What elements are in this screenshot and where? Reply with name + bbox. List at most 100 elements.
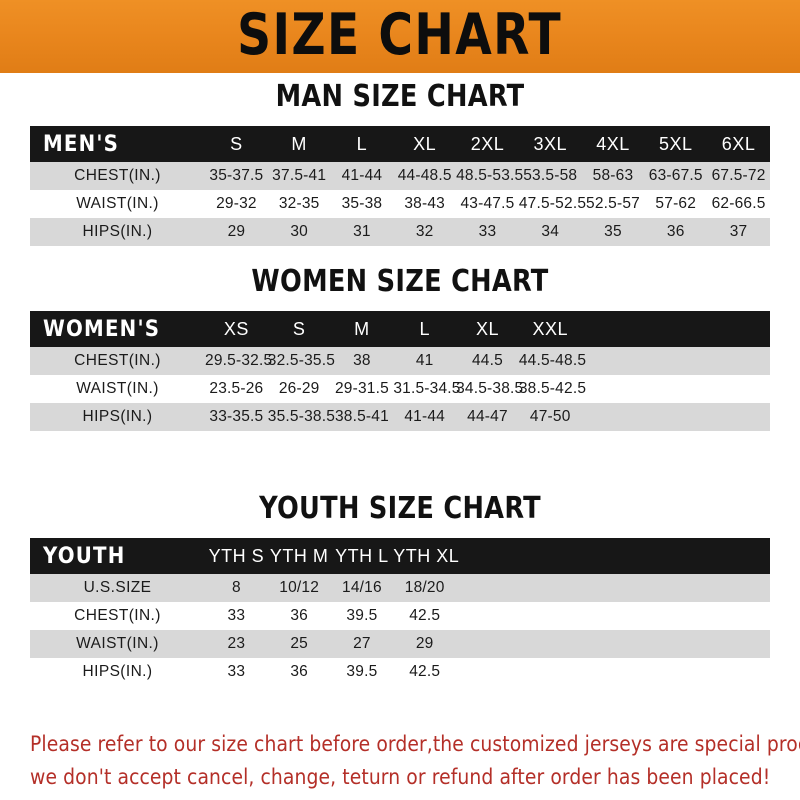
men-measurement-cell: 53.5-58 bbox=[518, 162, 582, 190]
youth-measurement-cell: 25 bbox=[267, 630, 331, 658]
men-size-header-cell: L bbox=[330, 126, 394, 162]
women-section-title: WOMEN SIZE CHART bbox=[251, 264, 549, 299]
women-measurement-cell: 41-44 bbox=[393, 403, 457, 431]
women-table-row: HIPS(IN.) 33-35.5 35.5-38.5 38.5-41 41-44 44-… bbox=[30, 403, 770, 431]
youth-table-header-label: YOUTH bbox=[30, 538, 205, 574]
women-measurement-cell: 38.5-41 bbox=[330, 403, 394, 431]
women-size-header-cell: L bbox=[393, 311, 457, 347]
youth-row-label: HIPS(IN.) bbox=[30, 658, 205, 686]
men-measurement-cell: 32 bbox=[393, 218, 457, 246]
youth-measurement-cell: 39.5 bbox=[330, 658, 394, 686]
youth-measurement-cell: 33 bbox=[205, 658, 268, 686]
women-table-header-label: WOMEN'S bbox=[30, 311, 206, 347]
youth-table-row: WAIST(IN.) 23 25 27 29 bbox=[30, 630, 770, 658]
order-policy-note-line-2: we don't accept cancel, change, teturn o… bbox=[30, 765, 771, 790]
youth-measurement-cell: 8 bbox=[205, 574, 268, 602]
youth-row-filler-cell bbox=[456, 574, 770, 602]
youth-measurement-cell: 39.5 bbox=[330, 602, 394, 630]
men-size-header-cell: XL bbox=[393, 126, 457, 162]
women-row-label: CHEST(IN.) bbox=[30, 347, 206, 375]
youth-table-row: HIPS(IN.) 33 36 39.5 42.5 bbox=[30, 658, 770, 686]
women-size-header-cell: XXL bbox=[518, 311, 582, 347]
youth-table-header-row: YOUTH YTH S YTH M YTH L YTH XL bbox=[30, 538, 770, 574]
women-size-header-cell: XL bbox=[456, 311, 519, 347]
men-table-row: HIPS(IN.) 29 30 31 32 33 34 35 36 37 bbox=[30, 218, 770, 246]
men-table-row: WAIST(IN.) 29-32 32-35 35-38 38-43 43-47.5 47.… bbox=[30, 190, 770, 218]
women-measurement-cell: 44-47 bbox=[456, 403, 519, 431]
men-size-header-cell: 3XL bbox=[518, 126, 582, 162]
youth-row-filler-cell bbox=[456, 630, 770, 658]
men-section-title: MAN SIZE CHART bbox=[275, 79, 525, 114]
youth-section-title: YOUTH SIZE CHART bbox=[259, 491, 541, 526]
women-size-header-cell: S bbox=[267, 311, 331, 347]
women-measurement-cell: 35.5-38.5 bbox=[267, 403, 335, 431]
youth-measurement-cell: 27 bbox=[330, 630, 394, 658]
men-measurement-cell: 34 bbox=[518, 218, 582, 246]
men-measurement-cell: 43-47.5 bbox=[456, 190, 519, 218]
women-measurement-cell: 26-29 bbox=[267, 375, 331, 403]
youth-size-header-cell: YTH S bbox=[205, 538, 268, 574]
order-policy-note: Please refer to our size chart before or… bbox=[30, 728, 800, 794]
youth-row-label: WAIST(IN.) bbox=[30, 630, 205, 658]
men-measurement-cell: 47.5-52.5 bbox=[518, 190, 586, 218]
youth-row-filler-cell bbox=[456, 658, 770, 686]
women-measurement-cell: 23.5-26 bbox=[205, 375, 268, 403]
youth-measurement-cell: 33 bbox=[205, 602, 268, 630]
youth-measurement-cell: 29 bbox=[393, 630, 457, 658]
women-measurement-cell: 33-35.5 bbox=[205, 403, 268, 431]
men-row-label: HIPS(IN.) bbox=[30, 218, 206, 246]
men-measurement-cell: 58-63 bbox=[581, 162, 645, 190]
women-row-label: HIPS(IN.) bbox=[30, 403, 206, 431]
men-table-row: CHEST(IN.) 35-37.5 37.5-41 41-44 44-48.5 48.5… bbox=[30, 162, 770, 190]
men-measurement-cell: 37 bbox=[707, 218, 770, 246]
men-size-header-cell: 4XL bbox=[581, 126, 645, 162]
men-measurement-cell: 29 bbox=[205, 218, 268, 246]
youth-measurement-cell: 18/20 bbox=[393, 574, 457, 602]
women-measurement-cell: 34.5-38.5 bbox=[456, 375, 523, 403]
men-row-label: WAIST(IN.) bbox=[30, 190, 206, 218]
women-size-header-cell: M bbox=[330, 311, 394, 347]
men-measurement-cell: 48.5-53.5 bbox=[456, 162, 523, 190]
men-measurement-cell: 62-66.5 bbox=[707, 190, 770, 218]
men-measurement-cell: 35-38 bbox=[330, 190, 394, 218]
women-measurement-cell: 44.5 bbox=[456, 347, 519, 375]
youth-size-header-cell: YTH M bbox=[267, 538, 331, 574]
men-measurement-cell: 63-67.5 bbox=[644, 162, 708, 190]
women-row-filler-cell bbox=[581, 375, 770, 403]
women-measurement-cell: 44.5-48.5 bbox=[518, 347, 586, 375]
youth-measurement-cell: 42.5 bbox=[393, 602, 457, 630]
women-table-row: WAIST(IN.) 23.5-26 26-29 29-31.5 31.5-34.5 34… bbox=[30, 375, 770, 403]
women-measurement-cell: 29-31.5 bbox=[330, 375, 394, 403]
men-size-table: MEN'S S M L XL 2XL 3XL 4XL 5XL 6XL CHEST(IN.) 35-37… bbox=[30, 126, 770, 246]
men-row-label: CHEST(IN.) bbox=[30, 162, 206, 190]
youth-size-header-cell: YTH XL bbox=[393, 538, 459, 574]
page-banner: SIZE CHART bbox=[0, 0, 800, 73]
youth-size-table: YOUTH YTH S YTH M YTH L YTH XL U.S.SIZE 8 10/12… bbox=[30, 538, 770, 686]
men-measurement-cell: 33 bbox=[456, 218, 519, 246]
men-size-header-cell: M bbox=[267, 126, 331, 162]
men-table-header-label: MEN'S bbox=[30, 126, 206, 162]
men-measurement-cell: 32-35 bbox=[267, 190, 331, 218]
women-measurement-cell: 38.5-42.5 bbox=[518, 375, 586, 403]
youth-header-filler-cell bbox=[456, 538, 770, 574]
youth-measurement-cell: 36 bbox=[267, 602, 331, 630]
women-measurement-cell: 29.5-32.5 bbox=[205, 347, 272, 375]
order-policy-note-line-1: Please refer to our size chart before or… bbox=[30, 732, 800, 757]
youth-row-filler-cell bbox=[456, 602, 770, 630]
youth-measurement-cell: 36 bbox=[267, 658, 331, 686]
men-measurement-cell: 37.5-41 bbox=[267, 162, 331, 190]
women-measurement-cell: 31.5-34.5 bbox=[393, 375, 460, 403]
men-measurement-cell: 57-62 bbox=[644, 190, 708, 218]
youth-size-header-cell: YTH L bbox=[330, 538, 394, 574]
women-row-label: WAIST(IN.) bbox=[30, 375, 206, 403]
page-title: SIZE CHART bbox=[237, 1, 563, 68]
youth-table-row: CHEST(IN.) 33 36 39.5 42.5 bbox=[30, 602, 770, 630]
women-size-table: WOMEN'S XS S M L XL XXL CHEST(IN.) 29.5-32.5 32.5… bbox=[30, 311, 770, 431]
men-measurement-cell: 44-48.5 bbox=[393, 162, 457, 190]
men-measurement-cell: 30 bbox=[267, 218, 331, 246]
men-measurement-cell: 31 bbox=[330, 218, 394, 246]
men-measurement-cell: 35 bbox=[581, 218, 645, 246]
women-header-filler-cell bbox=[581, 311, 770, 347]
women-row-filler-cell bbox=[581, 347, 770, 375]
women-table-header-row: WOMEN'S XS S M L XL XXL bbox=[30, 311, 770, 347]
